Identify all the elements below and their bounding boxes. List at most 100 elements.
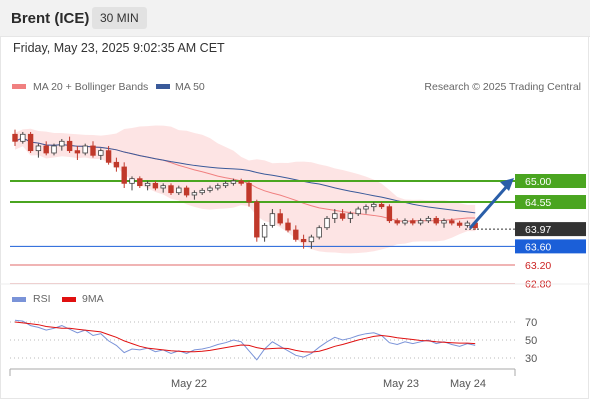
ma20-legend-label: MA 20 + Bollinger Bands (33, 81, 148, 93)
candle-body (441, 220, 447, 224)
candle (316, 225, 322, 240)
level-tag (515, 174, 586, 188)
level-label: 62.80 (525, 279, 551, 291)
candle (129, 176, 135, 191)
candle (363, 204, 369, 214)
candle (269, 209, 276, 228)
bollinger-band (15, 125, 476, 254)
candle-body (207, 187, 213, 191)
candle-body (308, 236, 315, 243)
candle (43, 141, 49, 156)
candle (410, 218, 416, 226)
candle-body (285, 222, 291, 231)
candle (137, 176, 143, 189)
candle-body (464, 222, 471, 226)
timeframe-badge[interactable]: 30 MIN (92, 7, 147, 29)
candle (59, 138, 65, 151)
candle-body (98, 150, 104, 156)
level-tag-label: 63.60 (525, 241, 551, 253)
candle (433, 216, 439, 226)
candle-body (183, 187, 190, 196)
candle-body (35, 145, 42, 152)
candle (27, 131, 34, 153)
forecast-arrow-head (500, 178, 514, 191)
candle-body (121, 166, 127, 184)
candle (176, 185, 182, 196)
candle-body (144, 182, 151, 187)
candle (74, 145, 81, 160)
candle (199, 188, 205, 196)
candle-body (277, 213, 283, 224)
candle (449, 218, 455, 226)
rsi-tick-label: 30 (525, 353, 537, 365)
candle-body (417, 220, 424, 224)
candle-body (347, 213, 354, 219)
x-axis: May 22 May 23 May 24 (9, 368, 516, 390)
candle (355, 206, 361, 217)
candle-body (137, 178, 143, 187)
candle (35, 143, 42, 158)
candle-body (371, 203, 377, 208)
level-tag (515, 222, 586, 237)
candle-body (246, 182, 252, 203)
candle (66, 136, 73, 153)
candle-body (90, 145, 96, 156)
candle (378, 202, 385, 210)
candle (425, 216, 432, 224)
timestamp: Friday, May 23, 2025 9:02:35 AM CET (13, 41, 225, 55)
candle (183, 185, 190, 198)
candle-body (222, 182, 229, 187)
chart-header: Brent (ICE) 30 MIN (0, 0, 590, 37)
candle (277, 209, 283, 226)
candle-body (355, 208, 361, 215)
candle (339, 209, 346, 221)
candle (215, 183, 221, 191)
candle (207, 185, 213, 193)
candle (308, 234, 315, 249)
candle-body (449, 220, 455, 224)
candle-body (51, 145, 57, 154)
level-tag-label: 64.55 (525, 197, 551, 209)
candle (285, 218, 291, 233)
candle (371, 202, 377, 212)
forecast-arrow (468, 178, 514, 230)
candle (113, 157, 120, 172)
candle (105, 145, 112, 165)
candle-body (386, 206, 393, 222)
candle (300, 234, 307, 249)
x-tick-label: May 22 (171, 378, 207, 390)
candle (386, 204, 393, 224)
candle (332, 209, 338, 224)
candle (402, 218, 408, 226)
candle-body (27, 133, 34, 152)
candle (222, 181, 229, 189)
level-tag-label: 65.00 (525, 176, 551, 188)
rsi-legend-label: RSI (33, 293, 51, 305)
candle-body (300, 238, 307, 243)
rsi-grid: 70 50 30 (10, 317, 537, 365)
level-tags: 65.00 64.55 63.97 63.60 63.20 62.80 (515, 174, 586, 291)
candle (230, 178, 237, 186)
candle-body (261, 224, 268, 238)
rsi-lines (14, 319, 476, 361)
candle-body (378, 203, 385, 208)
candle-body (433, 217, 439, 224)
candle-body (20, 133, 26, 142)
level-label: 63.20 (525, 260, 551, 272)
rsi-ma-line (14, 321, 476, 353)
level-tag (515, 195, 586, 210)
candle-body (456, 222, 463, 226)
candle-body (394, 220, 400, 224)
candles (12, 129, 478, 249)
candle (90, 141, 96, 158)
candle (121, 162, 127, 189)
candle-body (363, 206, 369, 210)
rsi-line (14, 319, 476, 361)
ma20-legend-swatch (12, 84, 26, 89)
rsi-ma-legend-label: 9MA (82, 293, 104, 305)
candle (12, 129, 18, 146)
candle-body (152, 182, 159, 189)
candle (152, 181, 159, 191)
candle-body (410, 220, 416, 224)
